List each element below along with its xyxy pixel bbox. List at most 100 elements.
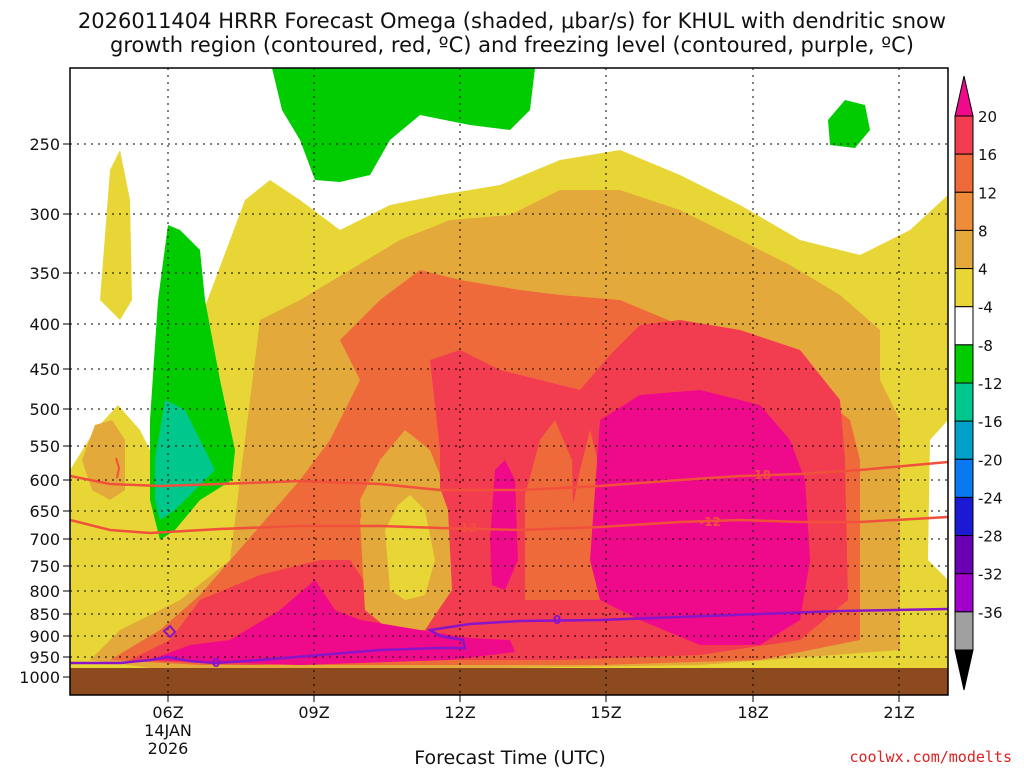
- colorbar: 20 16 12 8 4 -4 -8 -12 -16 -20 -24 -28 -32 -36: [954, 75, 1003, 691]
- freezing-label-1: 0: [212, 656, 220, 670]
- omega-cut-13z: [525, 420, 575, 600]
- y-tick-label: 450: [29, 360, 60, 379]
- y-tick-label: 900: [29, 627, 60, 646]
- x-tick-21z: 21Z: [883, 695, 915, 722]
- y-tick-label: 950: [29, 648, 60, 667]
- y-tick-label: 700: [29, 530, 60, 549]
- omega-band-4-8-bump: [100, 150, 132, 320]
- colorbar-segment: [954, 153, 974, 193]
- x-tick-09z: 09Z: [298, 695, 330, 722]
- colorbar-segment: [954, 344, 974, 384]
- y-tick-label: 300: [29, 205, 60, 224]
- x-tick-label: 06Z: [152, 703, 183, 722]
- omega-cut-11z-inner: [385, 495, 435, 600]
- omega-neg-right: [828, 100, 870, 148]
- y-tick-label: 650: [29, 502, 60, 521]
- x-tick-06z: 06Z 14JAN 2026: [144, 695, 192, 758]
- colorbar-label: -12: [978, 375, 1003, 393]
- x-tick-sublabel-year: 2026: [148, 739, 189, 758]
- omega-band-gt20-low: [150, 580, 515, 665]
- colorbar-segment: [954, 573, 974, 613]
- dgz-label-lower-2: -12: [699, 515, 721, 529]
- y-tick-600: 600: [29, 471, 70, 490]
- x-tick-12z: 12Z: [444, 695, 476, 722]
- colorbar-label: 16: [978, 146, 997, 164]
- colorbar-label: 8: [978, 222, 988, 240]
- y-tick-550: 550: [29, 437, 70, 456]
- x-tick-label: 15Z: [590, 703, 621, 722]
- x-tick-sublabel-date: 14JAN: [144, 721, 192, 740]
- colorbar-label: 12: [978, 184, 997, 202]
- credit-text: coolwx.com/modelts: [849, 748, 1012, 766]
- y-tick-label: 550: [29, 437, 60, 456]
- omega-band-gt20-main: [590, 390, 810, 645]
- omega-band-gt20-spike: [490, 460, 518, 590]
- x-axis: 06Z 14JAN 2026 09Z 12Z 15Z 18Z 21Z: [144, 695, 915, 758]
- y-tick-1000: 1000: [19, 668, 70, 687]
- freezing-level-small-loop: [162, 624, 177, 639]
- colorbar-top-arrow: [954, 75, 974, 117]
- colorbar-label: -28: [978, 528, 1003, 546]
- y-tick-label: 800: [29, 582, 60, 601]
- y-tick-750: 750: [29, 557, 70, 576]
- colorbar-segment: [954, 191, 974, 231]
- colorbar-segment: [954, 611, 974, 651]
- y-tick-800: 800: [29, 582, 70, 601]
- x-tick-15z: 15Z: [590, 695, 622, 722]
- y-tick-label: 400: [29, 315, 60, 334]
- colorbar-segment: [954, 115, 974, 155]
- x-axis-title: Forecast Time (UTC): [414, 747, 605, 768]
- x-tick-label: 18Z: [737, 703, 768, 722]
- chart-title-line2: growth region (contoured, red, ºC) and f…: [110, 33, 914, 57]
- y-tick-label: 850: [29, 605, 60, 624]
- chart-title-line1: 2026011404 HRRR Forecast Omega (shaded, …: [78, 9, 946, 33]
- dgz-label-upper: -18: [749, 468, 771, 482]
- y-tick-650: 650: [29, 502, 70, 521]
- colorbar-label: 4: [978, 261, 988, 279]
- colorbar-segment: [954, 229, 974, 270]
- colorbar-label: -4: [978, 299, 993, 317]
- colorbar-label: -36: [978, 604, 1003, 622]
- omega-shaded-field: -18 -12 -12 0 0: [70, 68, 948, 695]
- x-tick-18z: 18Z: [737, 695, 769, 722]
- y-tick-500: 500: [29, 400, 70, 419]
- y-tick-250: 250: [29, 135, 70, 154]
- dgz-contour-small: [115, 457, 121, 479]
- x-tick-label: 21Z: [883, 703, 914, 722]
- freezing-label-2: 0: [553, 613, 561, 627]
- colorbar-label: -8: [978, 337, 993, 355]
- y-tick-350: 350: [29, 264, 70, 283]
- colorbar-label: 20: [978, 108, 997, 126]
- y-tick-900: 900: [29, 627, 70, 646]
- colorbar-segment: [954, 535, 974, 575]
- colorbar-segment: [954, 268, 974, 308]
- y-tick-label: 350: [29, 264, 60, 283]
- y-tick-300: 300: [29, 205, 70, 224]
- colorbar-label: -20: [978, 451, 1003, 469]
- colorbar-label: -24: [978, 489, 1003, 507]
- colorbar-label: -32: [978, 566, 1003, 584]
- y-tick-label: 500: [29, 400, 60, 419]
- colorbar-segment: [954, 496, 974, 537]
- x-tick-label: 12Z: [444, 703, 475, 722]
- dgz-contour-lower: [70, 515, 948, 535]
- omega-neg-top: [272, 68, 535, 182]
- y-tick-700: 700: [29, 530, 70, 549]
- dgz-contour-upper: [70, 460, 948, 492]
- y-tick-label: 750: [29, 557, 60, 576]
- ground-surface: [70, 668, 948, 695]
- y-tick-950: 950: [29, 648, 70, 667]
- y-tick-400: 400: [29, 315, 70, 334]
- colorbar-segment: [954, 458, 974, 498]
- y-tick-label: 600: [29, 471, 60, 490]
- y-tick-450: 450: [29, 360, 70, 379]
- plot-frame: [69, 67, 949, 696]
- colorbar-label: -16: [978, 413, 1003, 431]
- freezing-level-contour: [70, 607, 948, 665]
- x-tick-label: 09Z: [298, 703, 329, 722]
- colorbar-segment: [954, 420, 974, 460]
- dgz-label-lower: -12: [455, 521, 477, 535]
- y-tick-850: 850: [29, 605, 70, 624]
- colorbar-segment: [954, 306, 974, 346]
